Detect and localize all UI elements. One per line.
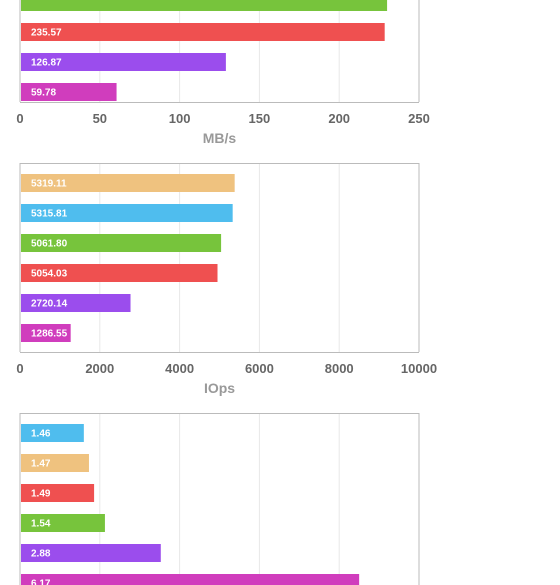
bar-value-label: 5319.11 (31, 179, 67, 190)
x-tick-label: 6000 (245, 361, 274, 376)
x-tick-label: 0 (16, 111, 23, 126)
bar-value-label: 1.46 (31, 429, 51, 440)
x-tick-label: 150 (249, 111, 271, 126)
x-tick-label: 8000 (325, 361, 354, 376)
bar (21, 574, 360, 585)
bar (21, 484, 95, 502)
bar-value-label: 1.47 (31, 459, 51, 470)
bar-value-label: 1286.55 (31, 329, 68, 340)
bar (21, 514, 105, 532)
bar-value-label: 1.49 (31, 489, 51, 500)
x-tick-label: 250 (408, 111, 430, 126)
bar-value-label: 59.78 (31, 88, 56, 99)
x-tick-label: 10000 (401, 361, 437, 376)
bar (21, 23, 385, 41)
bar (21, 83, 117, 101)
bar-value-label: 5315.81 (31, 209, 68, 220)
x-axis-title: IOps (204, 380, 235, 396)
bar-value-label: 126.87 (31, 58, 62, 69)
bar-value-label: 5054.03 (31, 269, 68, 280)
bar-value-label: 235.57 (31, 28, 62, 39)
x-tick-label: 100 (169, 111, 191, 126)
bar (21, 174, 235, 192)
chart-3: 1.46 1.47 1.49 1.54 2.88 6.17 (19, 413, 420, 585)
bar-value-label: 2720.14 (31, 299, 68, 310)
chart-1: 235.57 126.87 59.78 0 50 100 150 200 250 MB/s (16, 0, 430, 146)
bar-value-label: 2.88 (31, 549, 51, 560)
x-tick-label: 4000 (165, 361, 194, 376)
bar-value-label: 5061.80 (31, 239, 68, 250)
bar (21, 454, 89, 472)
x-tick-label: 2000 (85, 361, 114, 376)
bar (21, 53, 226, 71)
bar (21, 294, 131, 312)
bar (21, 0, 388, 11)
x-tick-label: 50 (93, 111, 107, 126)
bar (21, 324, 71, 342)
bar (21, 204, 233, 222)
bar-value-label: 1.54 (31, 519, 51, 530)
bar (21, 424, 84, 442)
x-axis-title: MB/s (203, 130, 237, 146)
x-tick-label: 0 (16, 361, 23, 376)
bar-value-label: 6.17 (31, 579, 51, 585)
bar (21, 544, 161, 562)
x-tick-label: 200 (328, 111, 350, 126)
bar (21, 264, 218, 282)
chart-2: 5319.11 5315.81 5061.80 5054.03 2720.14 1286.… (16, 163, 437, 396)
bar (21, 234, 222, 252)
